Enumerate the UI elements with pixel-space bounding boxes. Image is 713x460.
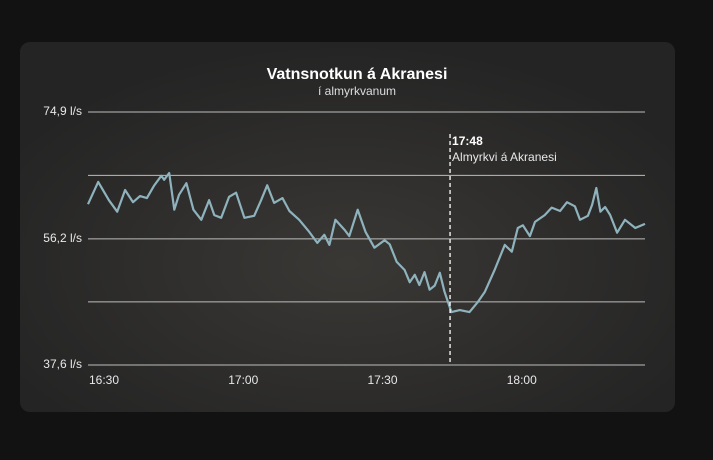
x-tick-label: 17:00 [228, 373, 258, 387]
data-line [86, 171, 646, 314]
chart-title: Vatnsnotkun á Akranesi [267, 66, 448, 83]
x-tick-label: 16:30 [89, 373, 119, 387]
x-tick-label: 18:00 [507, 373, 537, 387]
y-tick-label: 56,2 l/s [43, 231, 82, 245]
annotation-time: 17:48 [452, 134, 483, 148]
chart-subtitle: í almyrkvanum [318, 84, 396, 98]
annotation-text: Almyrkvi á Akranesi [452, 150, 557, 164]
x-tick-label: 17:30 [368, 373, 398, 387]
y-tick-label: 37,6 l/s [43, 357, 82, 371]
y-tick-label: 74,9 l/s [43, 104, 82, 118]
card [20, 42, 675, 412]
